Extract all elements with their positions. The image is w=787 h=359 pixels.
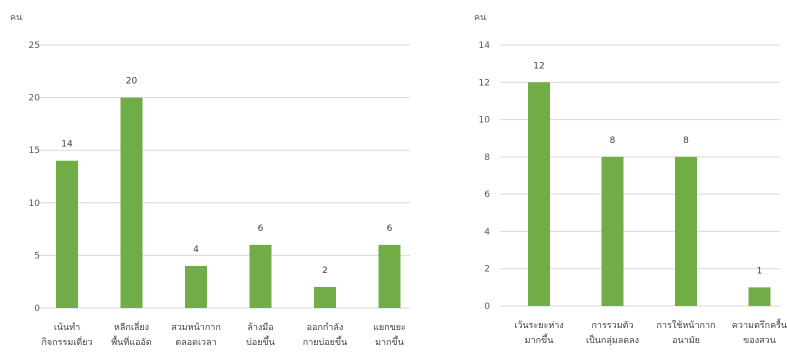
- y-tick-label: 15: [29, 146, 40, 156]
- category-label: หลีกเลี่ยง: [114, 320, 149, 333]
- data-label: 8: [683, 136, 689, 146]
- y-tick-label: 5: [34, 251, 40, 261]
- y-tick-label: 6: [484, 190, 490, 200]
- data-label: 4: [193, 245, 199, 255]
- y-tick-label: 12: [479, 78, 490, 88]
- category-label: เว้นระยะห่าง: [514, 320, 563, 331]
- category-label: ออกกำลัง: [307, 322, 344, 333]
- category-label: ของสวน: [743, 336, 776, 346]
- bar: [185, 265, 207, 308]
- bar: [601, 156, 624, 306]
- y-tick-label: 2: [484, 265, 490, 275]
- data-label: 2: [322, 266, 328, 276]
- bar: [249, 244, 272, 308]
- category-label: สวมหน้ากาก: [171, 322, 221, 333]
- y-tick-label: 20: [29, 94, 41, 104]
- data-label: 12: [533, 61, 544, 71]
- data-label: 6: [258, 224, 264, 234]
- category-label: การใช้หน้ากาก: [657, 320, 716, 331]
- y-tick-label: 8: [484, 153, 490, 163]
- data-label: 8: [610, 136, 616, 146]
- bar: [675, 156, 697, 306]
- category-label: กิจกรรมเดี่ยว: [41, 335, 92, 348]
- category-label: มากขึ้น: [375, 335, 404, 348]
- category-label: กายบ่อยขึ้น: [303, 335, 347, 348]
- category-label: พื้นที่แออัด: [111, 335, 152, 348]
- category-label: ตลอดเวลา: [175, 338, 216, 348]
- bar: [56, 160, 78, 308]
- y-axis-unit-label: คน: [474, 13, 486, 23]
- bar-chart-left: คน 0 5 10 15 20 25 14 เน้นทำกิจกรรมเดี่ยว 20 หลีก…: [10, 13, 410, 348]
- category-label: ล้างมือ: [247, 322, 273, 333]
- y-tick-label: 4: [484, 227, 490, 237]
- category-label: ความตรึกครื้น: [732, 318, 787, 331]
- category-label: การรวมตัว: [591, 321, 633, 331]
- y-axis-unit-label: คน: [10, 13, 22, 23]
- bar: [314, 286, 336, 308]
- category-label: เป็นกลุ่มลดลง: [586, 333, 639, 346]
- category-label: แยกขยะ: [373, 323, 406, 333]
- data-label: 6: [387, 224, 393, 234]
- data-label: 1: [757, 266, 763, 276]
- y-tick-label: 14: [479, 41, 491, 51]
- y-tick-label: 10: [479, 116, 491, 126]
- y-tick-label: 10: [29, 199, 41, 209]
- y-tick-label: 0: [484, 302, 490, 312]
- bar: [378, 244, 401, 308]
- bar: [120, 97, 143, 308]
- data-label: 20: [126, 77, 138, 87]
- y-tick-label: 25: [29, 41, 40, 51]
- category-label: เน้นทำ: [54, 322, 80, 333]
- category-label: มากขึ้น: [525, 333, 554, 346]
- data-label: 14: [61, 140, 73, 150]
- y-tick-label: 0: [34, 304, 40, 314]
- category-label: บ่อยขึ้น: [246, 335, 275, 348]
- category-label: อนามัย: [672, 336, 700, 346]
- bar: [528, 82, 550, 307]
- bar: [748, 287, 771, 306]
